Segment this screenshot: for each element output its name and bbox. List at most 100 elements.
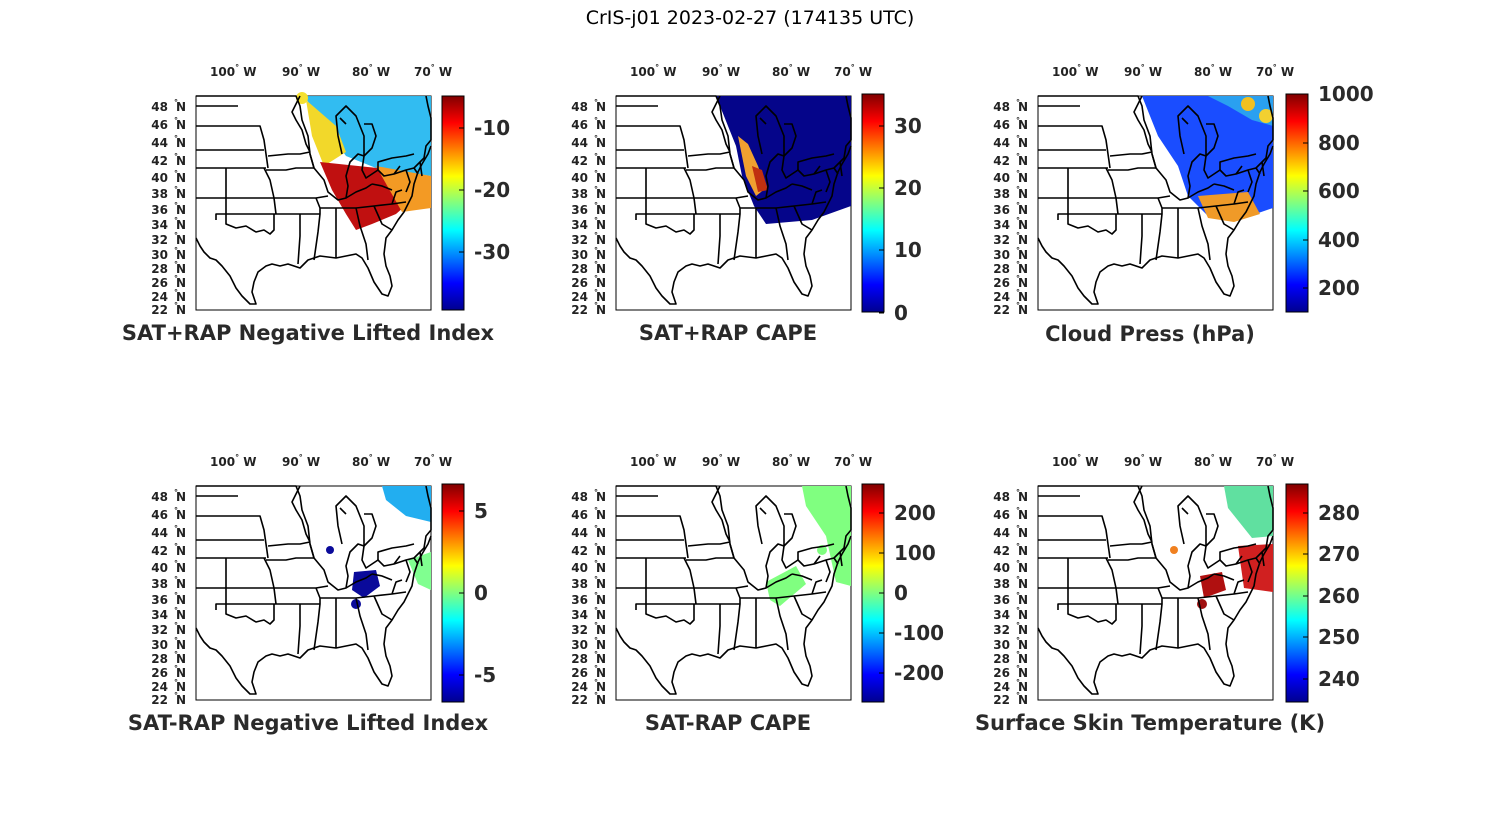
- lat-tick-degree: °: [1016, 559, 1020, 568]
- lat-tick-hemi: N: [596, 203, 606, 217]
- colorbar-tick-label: 280: [1318, 501, 1360, 525]
- lat-tick-label: 42: [993, 154, 1010, 168]
- lat-tick-degree: °: [594, 575, 598, 584]
- lat-tick-label: 28: [151, 652, 168, 666]
- colorbar-tick-label: 1000: [1318, 82, 1374, 106]
- colorbar: [861, 93, 885, 313]
- lat-tick-label: 40: [993, 561, 1010, 575]
- lat-tick-label: 44: [993, 136, 1010, 150]
- lat-tick-hemi: N: [596, 544, 606, 558]
- colorbar-tick-label: -200: [894, 661, 944, 685]
- lat-tick-hemi: N: [176, 544, 186, 558]
- lat-tick-degree: °: [594, 691, 598, 700]
- map-panel-p3: 100° W 90° W 80° W 70° W48 °N46 °N44 °N42 °N40 °…: [993, 63, 1373, 346]
- lat-tick-hemi: N: [1018, 171, 1028, 185]
- lat-tick-label: 34: [151, 608, 168, 622]
- lat-tick-label: 22: [571, 303, 588, 317]
- lat-tick-label: 40: [571, 561, 588, 575]
- lat-tick-label: 48: [571, 100, 588, 114]
- lat-tick-degree: °: [594, 116, 598, 125]
- lat-tick-label: 22: [993, 693, 1010, 707]
- data-overlay: [326, 486, 431, 609]
- lat-tick-degree: °: [594, 134, 598, 143]
- lat-tick-hemi: N: [1018, 508, 1028, 522]
- lat-tick-label: 26: [993, 666, 1010, 680]
- lat-tick-label: 30: [151, 638, 168, 652]
- colorbar-tick-label: 400: [1318, 228, 1360, 252]
- lat-tick-degree: °: [174, 231, 178, 240]
- lat-tick-hemi: N: [596, 248, 606, 262]
- lat-tick-label: 42: [571, 544, 588, 558]
- lat-tick-degree: °: [1016, 201, 1020, 210]
- lat-tick-hemi: N: [176, 203, 186, 217]
- lat-tick-degree: °: [1016, 301, 1020, 310]
- lat-tick-degree: °: [174, 621, 178, 630]
- lat-tick-hemi: N: [596, 526, 606, 540]
- lat-tick-hemi: N: [596, 100, 606, 114]
- lat-tick-hemi: N: [1018, 248, 1028, 262]
- data-overlay: [1142, 96, 1273, 222]
- lat-tick-hemi: N: [596, 561, 606, 575]
- lat-tick-degree: °: [174, 691, 178, 700]
- colorbar-tick-label: 270: [1318, 542, 1360, 566]
- lat-tick-degree: °: [594, 664, 598, 673]
- lat-tick-hemi: N: [596, 666, 606, 680]
- lon-tick-label: 90° W: [282, 63, 320, 79]
- lat-tick-degree: °: [1016, 650, 1020, 659]
- lat-tick-degree: °: [174, 246, 178, 255]
- lat-tick-label: 34: [571, 218, 588, 232]
- lat-tick-label: 48: [571, 490, 588, 504]
- lat-tick-label: 38: [571, 187, 588, 201]
- lat-tick-label: 42: [151, 544, 168, 558]
- colorbar-tick-label: 0: [474, 581, 488, 605]
- lon-tick-label: 70° W: [1256, 453, 1294, 469]
- map-panel-p2: 100° W 90° W 80° W 70° W48 °N46 °N44 °N42 °N40 °…: [571, 63, 922, 345]
- lat-tick-degree: °: [594, 678, 598, 687]
- lat-tick-degree: °: [1016, 169, 1020, 178]
- lon-tick-label: 100° W: [630, 453, 676, 469]
- lat-tick-label: 48: [151, 490, 168, 504]
- lat-tick-hemi: N: [1018, 623, 1028, 637]
- lat-tick-hemi: N: [176, 638, 186, 652]
- lat-tick-degree: °: [174, 506, 178, 515]
- lon-tick-label: 70° W: [414, 453, 452, 469]
- lat-tick-hemi: N: [1018, 593, 1028, 607]
- lat-tick-hemi: N: [596, 171, 606, 185]
- colorbar-tick-label: -20: [474, 178, 510, 202]
- lat-tick-hemi: N: [176, 262, 186, 276]
- panel-title: SAT+RAP CAPE: [639, 321, 817, 345]
- map-panel-p6: 100° W 90° W 80° W 70° W48 °N46 °N44 °N42 °N40 °…: [975, 453, 1360, 735]
- lat-tick-degree: °: [594, 301, 598, 310]
- panel-title: SAT-RAP Negative Lifted Index: [128, 711, 489, 735]
- lat-tick-hemi: N: [176, 666, 186, 680]
- lat-tick-degree: °: [1016, 152, 1020, 161]
- lat-tick-degree: °: [594, 621, 598, 630]
- lat-tick-label: 46: [151, 118, 168, 132]
- lat-tick-hemi: N: [596, 233, 606, 247]
- lat-tick-hemi: N: [176, 171, 186, 185]
- lat-tick-hemi: N: [596, 608, 606, 622]
- lat-tick-hemi: N: [596, 187, 606, 201]
- lat-tick-degree: °: [1016, 542, 1020, 551]
- lat-tick-label: 42: [571, 154, 588, 168]
- colorbar-tick-label: 260: [1318, 584, 1360, 608]
- lat-tick-label: 30: [571, 638, 588, 652]
- lon-tick-label: 70° W: [1256, 63, 1294, 79]
- lat-tick-hemi: N: [596, 136, 606, 150]
- lat-tick-degree: °: [1016, 246, 1020, 255]
- colorbar-tick-label: 5: [474, 499, 488, 523]
- lat-tick-degree: °: [174, 98, 178, 107]
- panel-title: SAT-RAP CAPE: [645, 711, 811, 735]
- lat-tick-hemi: N: [176, 154, 186, 168]
- lat-tick-hemi: N: [596, 262, 606, 276]
- lat-tick-degree: °: [1016, 98, 1020, 107]
- lat-tick-hemi: N: [596, 303, 606, 317]
- lat-tick-hemi: N: [176, 593, 186, 607]
- lat-tick-hemi: N: [1018, 638, 1028, 652]
- lat-tick-hemi: N: [1018, 608, 1028, 622]
- lat-tick-label: 36: [993, 593, 1010, 607]
- lat-tick-hemi: N: [1018, 276, 1028, 290]
- lat-tick-degree: °: [1016, 524, 1020, 533]
- lat-tick-label: 22: [571, 693, 588, 707]
- colorbar-tick-label: 250: [1318, 625, 1360, 649]
